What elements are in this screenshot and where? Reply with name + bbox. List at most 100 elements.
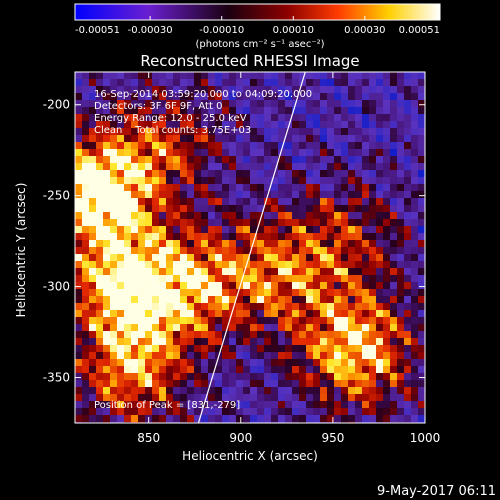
heatmap-cell: [152, 219, 159, 226]
heatmap-cell: [117, 114, 124, 121]
heatmap-cell: [124, 184, 131, 191]
heatmap-cell: [320, 380, 327, 387]
heatmap-cell: [229, 156, 236, 163]
heatmap-cell: [390, 394, 397, 401]
heatmap-cell: [313, 345, 320, 352]
heatmap-cell: [173, 338, 180, 345]
heatmap-cell: [299, 415, 306, 422]
heatmap-cell: [103, 268, 110, 275]
heatmap-cell: [348, 352, 355, 359]
heatmap-cell: [82, 170, 89, 177]
heatmap-cell: [243, 380, 250, 387]
heatmap-cell: [194, 366, 201, 373]
heatmap-cell: [124, 387, 131, 394]
heatmap-cell: [376, 303, 383, 310]
heatmap-cell: [299, 177, 306, 184]
heatmap-cell: [138, 107, 145, 114]
heatmap-cell: [236, 93, 243, 100]
heatmap-cell: [215, 163, 222, 170]
heatmap-cell: [236, 219, 243, 226]
heatmap-cell: [285, 303, 292, 310]
heatmap-cell: [320, 121, 327, 128]
heatmap-cell: [96, 345, 103, 352]
heatmap-cell: [285, 100, 292, 107]
heatmap-cell: [110, 261, 117, 268]
heatmap-cell: [320, 359, 327, 366]
heatmap-cell: [201, 352, 208, 359]
heatmap-cell: [376, 121, 383, 128]
heatmap-cell: [131, 86, 138, 93]
heatmap-cell: [201, 205, 208, 212]
heatmap-cell: [131, 79, 138, 86]
heatmap-cell: [404, 107, 411, 114]
heatmap-cell: [264, 128, 271, 135]
heatmap-cell: [110, 233, 117, 240]
heatmap-cell: [383, 373, 390, 380]
heatmap-cell: [215, 338, 222, 345]
heatmap-cell: [187, 359, 194, 366]
heatmap-cell: [229, 247, 236, 254]
heatmap-cell: [348, 156, 355, 163]
heatmap-cell: [208, 296, 215, 303]
heatmap-cell: [152, 128, 159, 135]
heatmap-cell: [138, 359, 145, 366]
heatmap-cell: [103, 303, 110, 310]
heatmap-cell: [362, 296, 369, 303]
heatmap-cell: [194, 268, 201, 275]
heatmap-cell: [187, 142, 194, 149]
heatmap-cell: [397, 282, 404, 289]
heatmap-cell: [145, 380, 152, 387]
heatmap-cell: [201, 149, 208, 156]
heatmap-cell: [180, 135, 187, 142]
heatmap-cell: [278, 247, 285, 254]
heatmap-cell: [411, 156, 418, 163]
heatmap-cell: [306, 191, 313, 198]
heatmap-cell: [103, 275, 110, 282]
heatmap-cell: [229, 296, 236, 303]
heatmap-cell: [145, 394, 152, 401]
heatmap-cell: [404, 317, 411, 324]
heatmap-cell: [222, 156, 229, 163]
heatmap-cell: [110, 93, 117, 100]
heatmap-cell: [313, 240, 320, 247]
heatmap-cell: [390, 352, 397, 359]
heatmap-cell: [257, 233, 264, 240]
heatmap-cell: [138, 310, 145, 317]
heatmap-cell: [117, 100, 124, 107]
heatmap-cell: [390, 177, 397, 184]
heatmap-cell: [117, 387, 124, 394]
heatmap-cell: [124, 345, 131, 352]
heatmap-cell: [187, 254, 194, 261]
heatmap-cell: [96, 310, 103, 317]
heatmap-cell: [418, 380, 425, 387]
heatmap-cell: [138, 387, 145, 394]
heatmap-cell: [145, 359, 152, 366]
heatmap-cell: [341, 401, 348, 408]
heatmap-cell: [418, 247, 425, 254]
heatmap-cell: [341, 226, 348, 233]
heatmap-cell: [103, 240, 110, 247]
heatmap-cell: [131, 135, 138, 142]
heatmap-cell: [376, 296, 383, 303]
heatmap-cell: [355, 247, 362, 254]
heatmap-cell: [117, 373, 124, 380]
heatmap-cell: [243, 184, 250, 191]
heatmap-cell: [124, 93, 131, 100]
heatmap-cell: [194, 107, 201, 114]
heatmap-cell: [320, 275, 327, 282]
heatmap-cell: [173, 114, 180, 121]
heatmap-cell: [306, 289, 313, 296]
heatmap-cell: [152, 177, 159, 184]
heatmap-cell: [411, 212, 418, 219]
heatmap-cell: [173, 289, 180, 296]
heatmap-cell: [411, 86, 418, 93]
heatmap-cell: [418, 373, 425, 380]
heatmap-cell: [278, 408, 285, 415]
heatmap-cell: [75, 359, 82, 366]
heatmap-cell: [194, 401, 201, 408]
heatmap-cell: [138, 247, 145, 254]
heatmap-cell: [131, 128, 138, 135]
heatmap-cell: [397, 359, 404, 366]
heatmap-cell: [376, 156, 383, 163]
heatmap-cell: [411, 373, 418, 380]
